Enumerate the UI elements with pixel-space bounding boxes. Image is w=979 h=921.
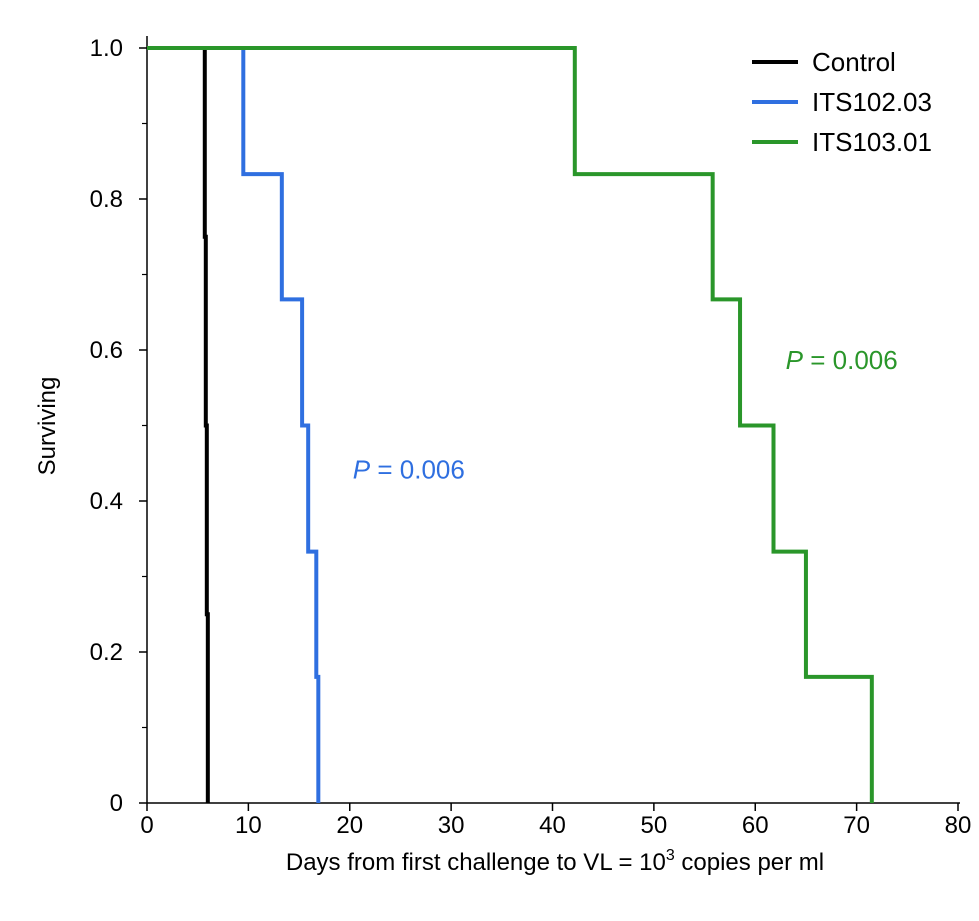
axes [146, 36, 960, 804]
x-tick-label: 50 [641, 812, 668, 839]
x-axis-title: Days from first challenge to VL = 103 co… [286, 847, 824, 876]
ticks: 0 10 20 30 40 50 60 70 80 0 0.2 0.4 0.6 0.8 1.0 [90, 35, 972, 839]
y-tick-label: 0.6 [90, 337, 123, 364]
legend-label: ITS102.03 [812, 87, 932, 117]
x-tick-label: 10 [235, 812, 262, 839]
series-line-its102-03 [147, 46, 321, 803]
x-tick-label: 30 [438, 812, 465, 839]
legend: Control ITS102.03 ITS103.01 [752, 47, 932, 157]
x-axis-title-main: Days from first challenge to VL = 10 [286, 849, 666, 876]
x-tick-label: 60 [742, 812, 769, 839]
p-value: = 0.006 [370, 454, 465, 484]
y-tick-label: 0.8 [90, 186, 123, 213]
x-tick-label: 0 [140, 812, 153, 839]
series-line-control [147, 46, 210, 803]
y-tick-label: 0.4 [90, 488, 123, 515]
x-tick-label: 80 [945, 812, 972, 839]
y-tick-label: 0.2 [90, 639, 123, 666]
x-tick-label: 40 [539, 812, 566, 839]
p-symbol: P [786, 345, 804, 375]
y-tick-label: 1.0 [90, 35, 123, 62]
legend-label: ITS103.01 [812, 127, 932, 157]
x-tick-label: 70 [843, 812, 870, 839]
y-tick-label: 0 [110, 790, 123, 817]
p-value-annotation: P = 0.006 [353, 454, 465, 484]
x-axis-title-superscript: 3 [666, 847, 675, 864]
y-axis-title: Surviving [34, 377, 61, 476]
series-line-its103-01 [147, 46, 874, 803]
x-tick-label: 20 [336, 812, 363, 839]
series-layer [147, 46, 874, 803]
legend-label: Control [812, 47, 896, 77]
p-value: = 0.006 [803, 345, 898, 375]
p-value-annotation: P = 0.006 [786, 345, 898, 375]
p-symbol: P [353, 454, 371, 484]
x-axis-title-suffix: copies per ml [675, 849, 824, 876]
